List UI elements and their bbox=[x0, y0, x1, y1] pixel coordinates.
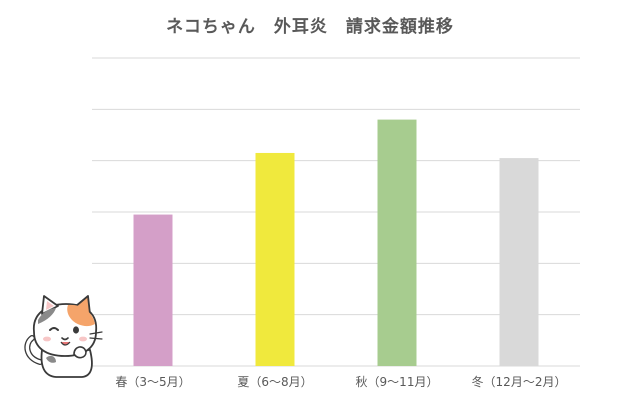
bar bbox=[499, 158, 539, 366]
x-tick-label: 夏（6～8月） bbox=[237, 375, 312, 389]
bar bbox=[377, 119, 417, 366]
chart-title: ネコちゃん 外耳炎 請求金額推移 bbox=[166, 17, 454, 37]
calico-cat-icon bbox=[24, 295, 103, 378]
bar bbox=[133, 214, 173, 366]
x-tick-label: 冬（12月～2月） bbox=[472, 374, 567, 389]
bar bbox=[255, 152, 295, 366]
x-axis-labels: 春（3～5月） 夏（6～8月） 秋（9～11月） 冬（12月～2月） bbox=[115, 374, 566, 389]
bars bbox=[133, 119, 539, 366]
gridlines bbox=[92, 57, 580, 367]
x-tick-label: 春（3～5月） bbox=[115, 375, 190, 389]
x-tick-label: 秋（9～11月） bbox=[356, 375, 439, 389]
